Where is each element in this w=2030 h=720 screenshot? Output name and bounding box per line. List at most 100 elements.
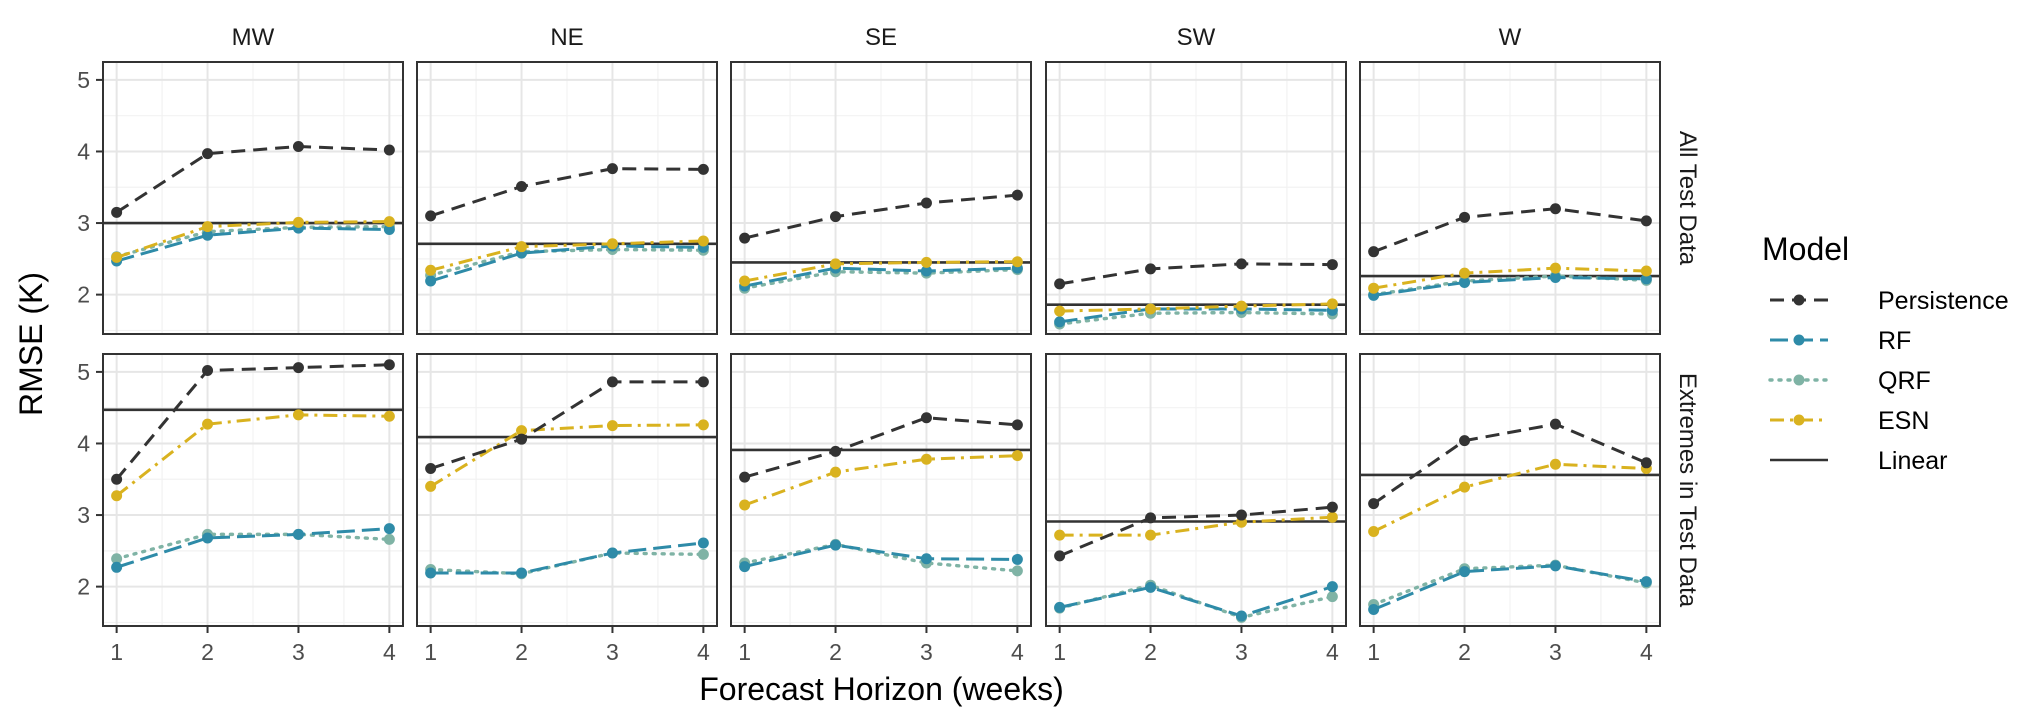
x-tick-label: 1 [1053,639,1066,665]
series-rf-point [425,275,437,287]
series-rf-line [1373,275,1647,297]
series-rf-point [202,229,214,241]
series-rf-point [425,567,437,579]
series-rf-point [1640,576,1652,588]
series-rf-line [116,226,390,263]
series-esn-point [1054,529,1066,541]
y-tick-label: 5 [77,359,90,385]
column-strip-label: W [1499,24,1522,51]
series-esn-point [516,425,528,437]
series-persistence-line [1373,207,1647,254]
series-persistence-point [1549,203,1561,215]
series-esn-line [1372,462,1647,533]
y-tick-label: 3 [77,210,90,236]
series-persistence-point [830,211,842,223]
series-qrf-point [1326,591,1338,603]
series-rf-point [1549,560,1561,572]
row-strip-label: All Test Data [1674,131,1701,266]
legend-label: Persistence [1878,287,2009,315]
series-esn-line [1373,266,1647,290]
series-rf-point [1054,316,1066,328]
x-tick-label: 3 [1549,639,1562,665]
series-esn-point [111,251,123,263]
series-persistence-point [1368,246,1380,258]
series-persistence-line [430,380,704,470]
series-persistence-point [111,473,123,485]
series-persistence-point [697,376,709,388]
series-persistence-line [744,416,1018,479]
panel-sw-all: SW [1045,24,1347,335]
legend-title: Model [1762,231,1849,267]
series-rf-point [1054,601,1066,613]
series-esn-point [202,221,214,233]
legend-key-point [1793,294,1805,306]
series-esn-point [1368,526,1380,538]
series-esn-point [292,216,304,228]
series-rf-point [739,561,751,573]
panel-border [102,61,404,335]
series-esn-point [1326,511,1338,523]
series-qrf-line [114,224,392,259]
series-rf-line [430,541,704,575]
panel-border [1045,61,1347,335]
series-persistence-point [1054,550,1066,562]
series-esn-line [429,423,704,488]
series-esn-point [383,410,395,422]
series-rf-point [1640,273,1652,285]
series-persistence-point [1235,509,1247,521]
series-esn-line [115,413,390,497]
series-esn-point [830,258,842,270]
series-esn-line [744,454,1018,507]
series-persistence-point [830,445,842,457]
series-esn-point [1368,282,1380,294]
column-strip-label: NE [550,24,583,51]
series-rf-line [1373,564,1647,611]
legend-label: RF [1878,327,1911,355]
legend-key-point [1793,414,1805,426]
series-esn-point [697,235,709,247]
series-rf-point [1145,581,1157,593]
series-esn-point [292,409,304,421]
series-esn-point [1549,458,1561,470]
series-rf-point [1459,276,1471,288]
series-persistence-point [383,144,395,156]
series-esn-point [1326,298,1338,310]
series-esn-point [606,420,618,432]
series-esn-point [697,419,709,431]
series-persistence-point [1640,457,1652,469]
x-tick-label: 3 [920,639,933,665]
series-qrf-line [1057,583,1335,620]
y-tick-label: 2 [77,282,90,308]
panel-w-extremes: 1 2 3 4 Extremes in Test Data [1359,353,1701,665]
series-esn-line [1059,515,1333,537]
x-tick-label: 2 [1144,639,1157,665]
series-esn-point [920,256,932,268]
panel-se-extremes: 1 2 3 4 [730,353,1032,665]
series-qrf-line [114,532,392,561]
series-qrf-point [697,548,709,560]
series-esn-point [830,466,842,478]
series-rf-point [383,223,395,235]
panel-border [416,353,718,627]
series-esn-point [739,499,751,511]
legend: Model Persistence RF QRF ESN Linear [1762,231,2009,475]
series-rf-line [744,266,1018,288]
series-persistence-point [1459,211,1471,223]
series-persistence-point [1011,189,1023,201]
series-esn-point [1054,305,1066,317]
panel-mw-all: 2 3 4 5 MW [77,24,404,335]
series-rf-point [697,537,709,549]
series-rf-point [830,539,842,551]
column-strip-label: SW [1177,24,1216,51]
x-tick-label: 2 [829,639,842,665]
column-strip-label: MW [232,24,275,51]
series-qrf-line [742,267,1020,290]
series-qrf-line [742,542,1020,573]
series-esn-point [425,264,437,276]
panel-border [730,61,1032,335]
series-rf-point [516,567,528,579]
legend-item-rf: RF [1770,327,1911,355]
y-tick-label: 4 [77,430,90,456]
series-persistence-point [1640,215,1652,227]
